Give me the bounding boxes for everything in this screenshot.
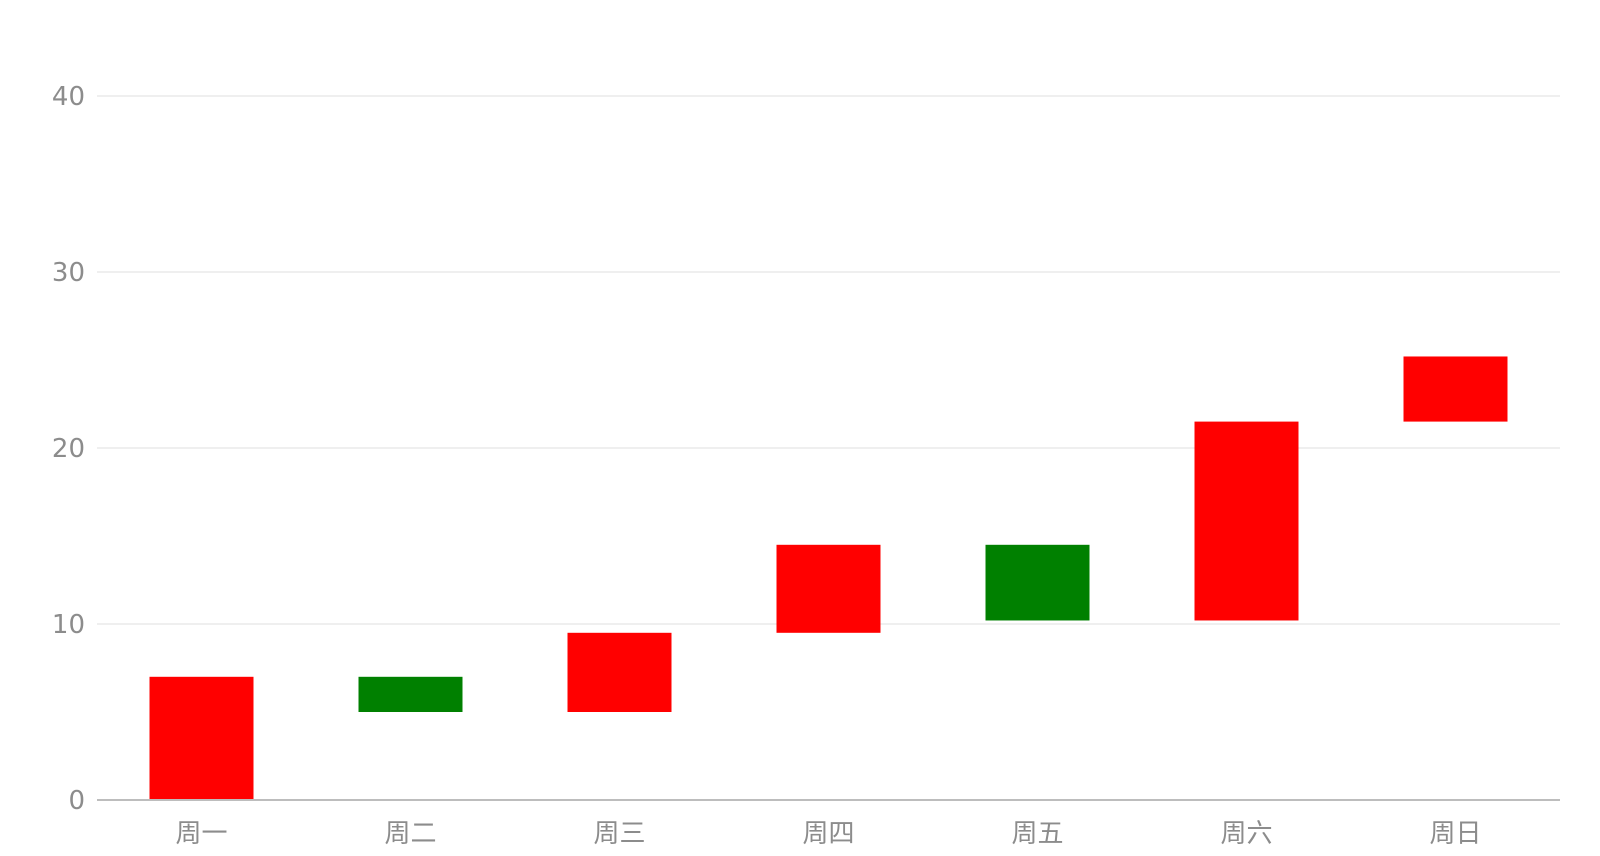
y-tick-label: 40: [52, 82, 85, 112]
bars: [149, 356, 1508, 800]
bar-7: [1403, 356, 1508, 422]
x-axis-ticks: 周一 周二 周三 周四 周五 周六 周日: [175, 819, 1481, 849]
y-tick-label: 10: [52, 610, 85, 640]
x-tick-label: 周日: [1429, 819, 1481, 849]
x-tick-label: 周四: [802, 819, 854, 849]
x-tick-label: 周五: [1011, 819, 1063, 849]
y-tick-label: 0: [68, 786, 85, 816]
y-axis-ticks: 0 10 20 30 40: [52, 82, 85, 816]
x-tick-label: 周二: [384, 819, 436, 849]
bar-1: [149, 676, 254, 800]
bar-6: [1194, 421, 1299, 621]
y-tick-label: 20: [52, 434, 85, 464]
y-tick-label: 30: [52, 258, 85, 288]
bar-2: [358, 676, 463, 712]
x-tick-label: 周三: [593, 819, 645, 849]
bar-5: [985, 544, 1090, 621]
bar-4: [776, 544, 881, 633]
x-tick-label: 周六: [1220, 819, 1272, 849]
bar-3: [567, 632, 672, 712]
x-tick-label: 周一: [175, 819, 227, 849]
